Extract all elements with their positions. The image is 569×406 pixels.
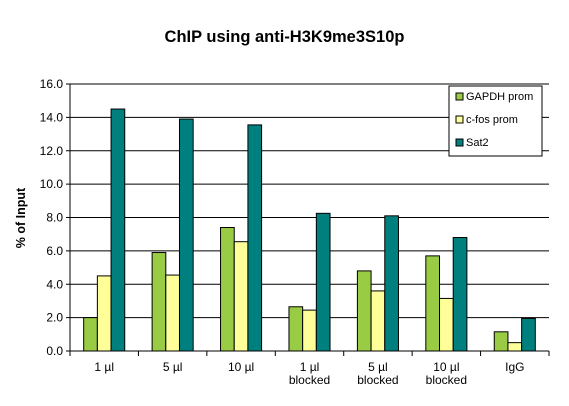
y-tick-label: 2.0	[46, 311, 63, 325]
bar-sat2-1	[178, 118, 194, 352]
x-tick-label: blocked	[357, 373, 398, 387]
y-tick-label: 10.0	[40, 177, 64, 191]
x-tick-label: blocked	[426, 373, 467, 387]
bar-c-fos-prom-2	[233, 241, 249, 352]
bar-sat2-0	[110, 108, 126, 352]
bar-c-fos-prom-6	[507, 342, 523, 352]
x-tick-label: 10 µl	[228, 360, 254, 374]
y-tick-label: 14.0	[40, 110, 64, 124]
y-axis-title: % of Input	[14, 187, 28, 248]
bar-sat2-6	[521, 317, 536, 352]
bar-gapdh-prom-2	[220, 227, 235, 352]
bar-gapdh-prom-3	[288, 306, 304, 352]
bar-c-fos-prom-5	[439, 297, 454, 352]
legend-swatch	[455, 115, 464, 124]
y-tick-label: 4.0	[46, 277, 63, 291]
y-tick-label: 16.0	[40, 77, 64, 91]
x-tick-label: IgG	[505, 360, 524, 374]
x-tick-label: 1 µl	[300, 360, 320, 374]
y-tick-label: 12.0	[40, 144, 64, 158]
legend-swatch	[455, 92, 464, 101]
bar-gapdh-prom-5	[425, 255, 441, 352]
chart-title: ChIP using anti-H3K9me3S10p	[164, 28, 405, 46]
bar-c-fos-prom-3	[302, 309, 317, 352]
legend-box	[448, 85, 543, 157]
y-tick-label: 6.0	[46, 244, 63, 258]
legend-label: GAPDH prom	[466, 91, 533, 103]
x-tick-label: 1 µl	[94, 360, 114, 374]
bar-sat2-3	[315, 212, 331, 352]
x-tick-label: 5 µl	[163, 360, 183, 374]
y-tick-label: 8.0	[46, 211, 63, 225]
legend-label: Sat2	[466, 137, 489, 149]
y-tick-label: 0.0	[46, 344, 63, 358]
legend: GAPDH prom c-fos prom Sat2	[448, 85, 543, 157]
bar-sat2-4	[384, 215, 399, 352]
bar-gapdh-prom-0	[83, 317, 98, 352]
y-tick-labels: 0.0 2.0 4.0 6.0 8.0 10.0 12.0 14.0 16.0	[40, 77, 64, 358]
bar-gapdh-prom-1	[151, 252, 167, 352]
bar-c-fos-prom-1	[165, 274, 180, 352]
bar-sat2-2	[247, 124, 263, 352]
bar-c-fos-prom-4	[370, 290, 386, 352]
legend-label: c-fos prom	[466, 114, 518, 126]
x-tick-label: 5 µl	[368, 360, 388, 374]
x-tick-label: 10 µl	[433, 360, 459, 374]
bar-gapdh-prom-6	[493, 331, 509, 352]
bars	[83, 108, 536, 352]
bar-gapdh-prom-4	[356, 270, 372, 352]
bar-sat2-5	[452, 237, 468, 352]
bar-c-fos-prom-0	[96, 275, 112, 352]
x-tick-label: blocked	[289, 373, 330, 387]
legend-swatch	[455, 138, 464, 147]
